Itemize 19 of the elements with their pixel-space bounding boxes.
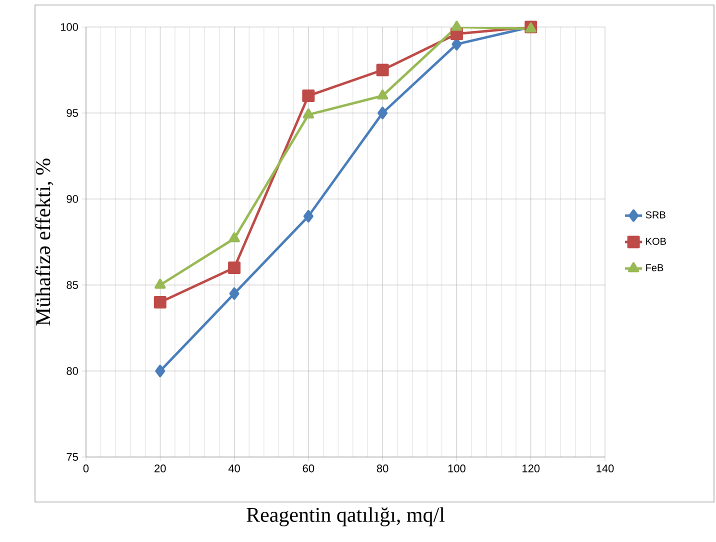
y-tick-label: 100: [60, 23, 78, 31]
x-tick-label: 120: [522, 464, 540, 472]
x-tick-label: 20: [154, 464, 166, 472]
x-tick-label: 80: [376, 464, 388, 472]
y-tick-label: 85: [66, 281, 78, 289]
legend-label: SRB: [646, 211, 666, 218]
y-axis-title: Mühafizə effekti, %: [35, 158, 54, 326]
y-tick-label: 95: [66, 109, 78, 117]
legend-label: KOB: [646, 238, 666, 245]
x-tick-label: 140: [596, 464, 614, 472]
y-tick-label: 90: [66, 195, 78, 203]
x-tick-label: 60: [302, 464, 314, 472]
x-axis-title: Reagentin qatılığı, mq/l: [246, 507, 445, 526]
y-tick-label: 75: [66, 453, 78, 461]
x-tick-label: 100: [448, 464, 466, 472]
legend-label: FeB: [646, 264, 664, 272]
x-tick-label: 0: [83, 464, 89, 472]
y-tick-label: 80: [66, 367, 78, 375]
x-tick-label: 40: [228, 464, 240, 472]
